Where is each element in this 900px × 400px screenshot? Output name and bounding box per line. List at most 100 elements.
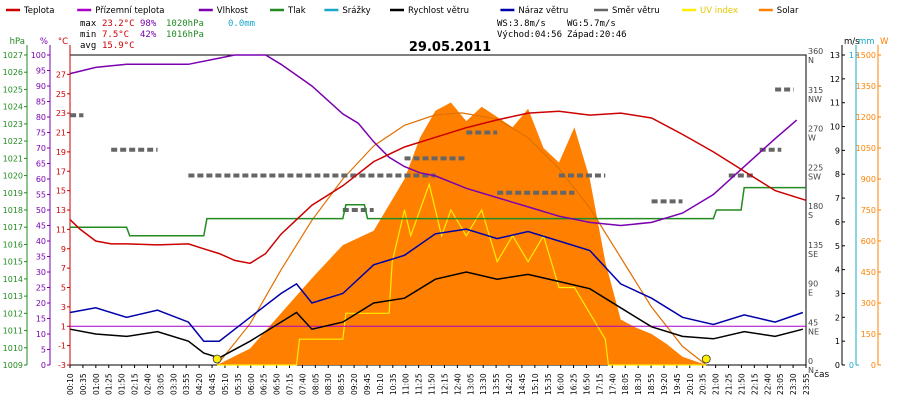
temperature-axis-unit: °C: [58, 37, 68, 47]
pressure-tick-label: 1026: [3, 68, 23, 77]
rain-axis-unit: mm: [858, 37, 875, 47]
direction-tick-label: N: [808, 56, 814, 65]
legend-label: Vlhkost: [217, 6, 249, 16]
time-tick-label: 17:15: [595, 373, 604, 395]
direction-tick-label: NE: [808, 327, 819, 336]
chart-legend: Teplota Přízemní teplota Vlhkost Tlak Srážky…: [6, 6, 799, 16]
wind-axis-unit: m/s: [844, 37, 860, 47]
humidity-tick-label: 0: [41, 361, 46, 370]
time-tick-label: 14:45: [518, 373, 527, 395]
stat-wg: WG:5.7m/s: [567, 19, 616, 29]
temperature-tick-label: 1: [61, 322, 66, 331]
humidity-tick-label: 10: [36, 330, 46, 339]
legend-label: Směr větru: [612, 6, 660, 16]
stat-avg-temp: 15.9°C: [102, 41, 135, 51]
sunset-marker: [701, 354, 711, 364]
time-tick-label: 22:40: [763, 373, 772, 395]
temperature-tick-label: 17: [56, 167, 66, 176]
time-tick-label: 08:30: [324, 373, 333, 395]
direction-tick-label: E: [808, 289, 813, 298]
stat-min-press: 1016hPa: [166, 30, 204, 40]
uv-line: [217, 182, 707, 366]
humidity-tick-label: 65: [36, 160, 46, 169]
time-tick-label: 23:30: [789, 373, 798, 395]
legend-label: Teplota: [23, 6, 54, 16]
humidity-line: [69, 54, 798, 227]
time-tick-label: 07:15: [286, 373, 295, 395]
time-tick-label: 18:05: [621, 373, 630, 395]
time-tick-label: 08:05: [311, 373, 320, 395]
humidity-tick-label: 15: [36, 315, 46, 324]
pressure-tick-label: 1027: [3, 51, 23, 60]
pressure-tick-label: 1022: [3, 137, 23, 146]
temperature-tick-label: 3: [61, 303, 66, 312]
time-tick-label: 03:05: [156, 373, 165, 395]
time-tick-label: 10:10: [376, 373, 385, 395]
direction-tick-label: SW: [808, 172, 821, 181]
time-tick-label: 06:00: [247, 373, 256, 395]
temperature-tick-label: -3: [58, 361, 66, 370]
pressure-tick-label: 1016: [3, 240, 23, 249]
time-tick-label: 21:50: [737, 373, 746, 395]
legend-label: Tlak: [287, 6, 306, 16]
pressure-tick-label: 1023: [3, 120, 23, 129]
legend-label: Srážky: [342, 6, 370, 16]
pressure-tick-label: 1010: [3, 344, 23, 353]
pressure-line: [70, 186, 806, 237]
time-tick-label: 16:25: [570, 373, 579, 395]
time-tick-label: 20:35: [699, 373, 708, 395]
humidity-tick-label: 85: [36, 98, 46, 107]
direction-tick-label: 225: [808, 163, 823, 172]
time-tick-label: 12:40: [453, 373, 462, 395]
temperature-tick-label: 25: [56, 90, 66, 99]
humidity-tick-label: 70: [36, 144, 46, 153]
pressure-tick-label: 1021: [3, 154, 23, 163]
chart-title: 29.05.2011: [409, 40, 491, 55]
time-tick-label: 01:00: [92, 373, 101, 395]
humidity-tick-label: 75: [36, 129, 46, 138]
solar-tick-label: 1500: [856, 51, 876, 60]
time-tick-label: 08:55: [337, 373, 346, 395]
direction-tick-label: 90: [808, 280, 818, 289]
time-tick-label: 11:50: [428, 373, 437, 395]
wind-tick-label: 5: [835, 242, 840, 251]
sunrise-marker: [212, 354, 222, 364]
time-tick-label: 23:05: [776, 373, 785, 395]
time-tick-label: 06:25: [260, 373, 269, 395]
stat-rain: 0.0mm: [228, 19, 255, 29]
wind-tick-label: 4: [835, 266, 840, 275]
time-tick-label: 01:50: [118, 373, 127, 395]
humidity-tick-label: 55: [36, 191, 46, 200]
direction-tick-label: 0: [808, 357, 813, 366]
time-tick-label: 16:00: [557, 373, 566, 395]
pressure-tick-label: 1012: [3, 309, 23, 318]
direction-tick-label: 315: [808, 86, 823, 95]
humidity-tick-label: 50: [36, 206, 46, 215]
humidity-tick-label: 80: [36, 113, 46, 122]
temperature-tick-label: -1: [58, 342, 66, 351]
stat-sunset: Západ:20:46: [567, 30, 627, 40]
direction-tick-label: 45: [808, 318, 818, 327]
stat-sunrise: Východ:04:56: [497, 30, 562, 40]
pressure-tick-label: 1014: [3, 275, 23, 284]
time-tick-label: 09:20: [350, 373, 359, 395]
stat-min-label: min: [80, 30, 96, 40]
solar-tick-label: 750: [861, 206, 876, 215]
time-tick-label: 20:10: [686, 373, 695, 395]
humidity-tick-label: 40: [36, 237, 46, 246]
direction-tick-label: N: [808, 366, 814, 375]
pressure-tick-label: 1024: [3, 103, 23, 112]
time-tick-label: 05:10: [221, 373, 230, 395]
time-tick-label: 01:25: [105, 373, 114, 395]
rain-tick-label: 0: [849, 361, 854, 370]
humidity-tick-label: 100: [31, 51, 46, 60]
humidity-tick-label: 20: [36, 299, 46, 308]
wind-tick-label: 8: [835, 170, 840, 179]
legend-label: Náraz větru: [518, 6, 568, 16]
stats-block: max 23.2°C 98% 1020hPa 0.0mm min 7.5°C 4…: [80, 19, 627, 51]
pressure-axis-unit: hPa: [10, 37, 25, 47]
wind-speed-line: [69, 271, 804, 359]
solar-area: [217, 102, 707, 365]
time-tick-label: 04:45: [208, 373, 217, 395]
